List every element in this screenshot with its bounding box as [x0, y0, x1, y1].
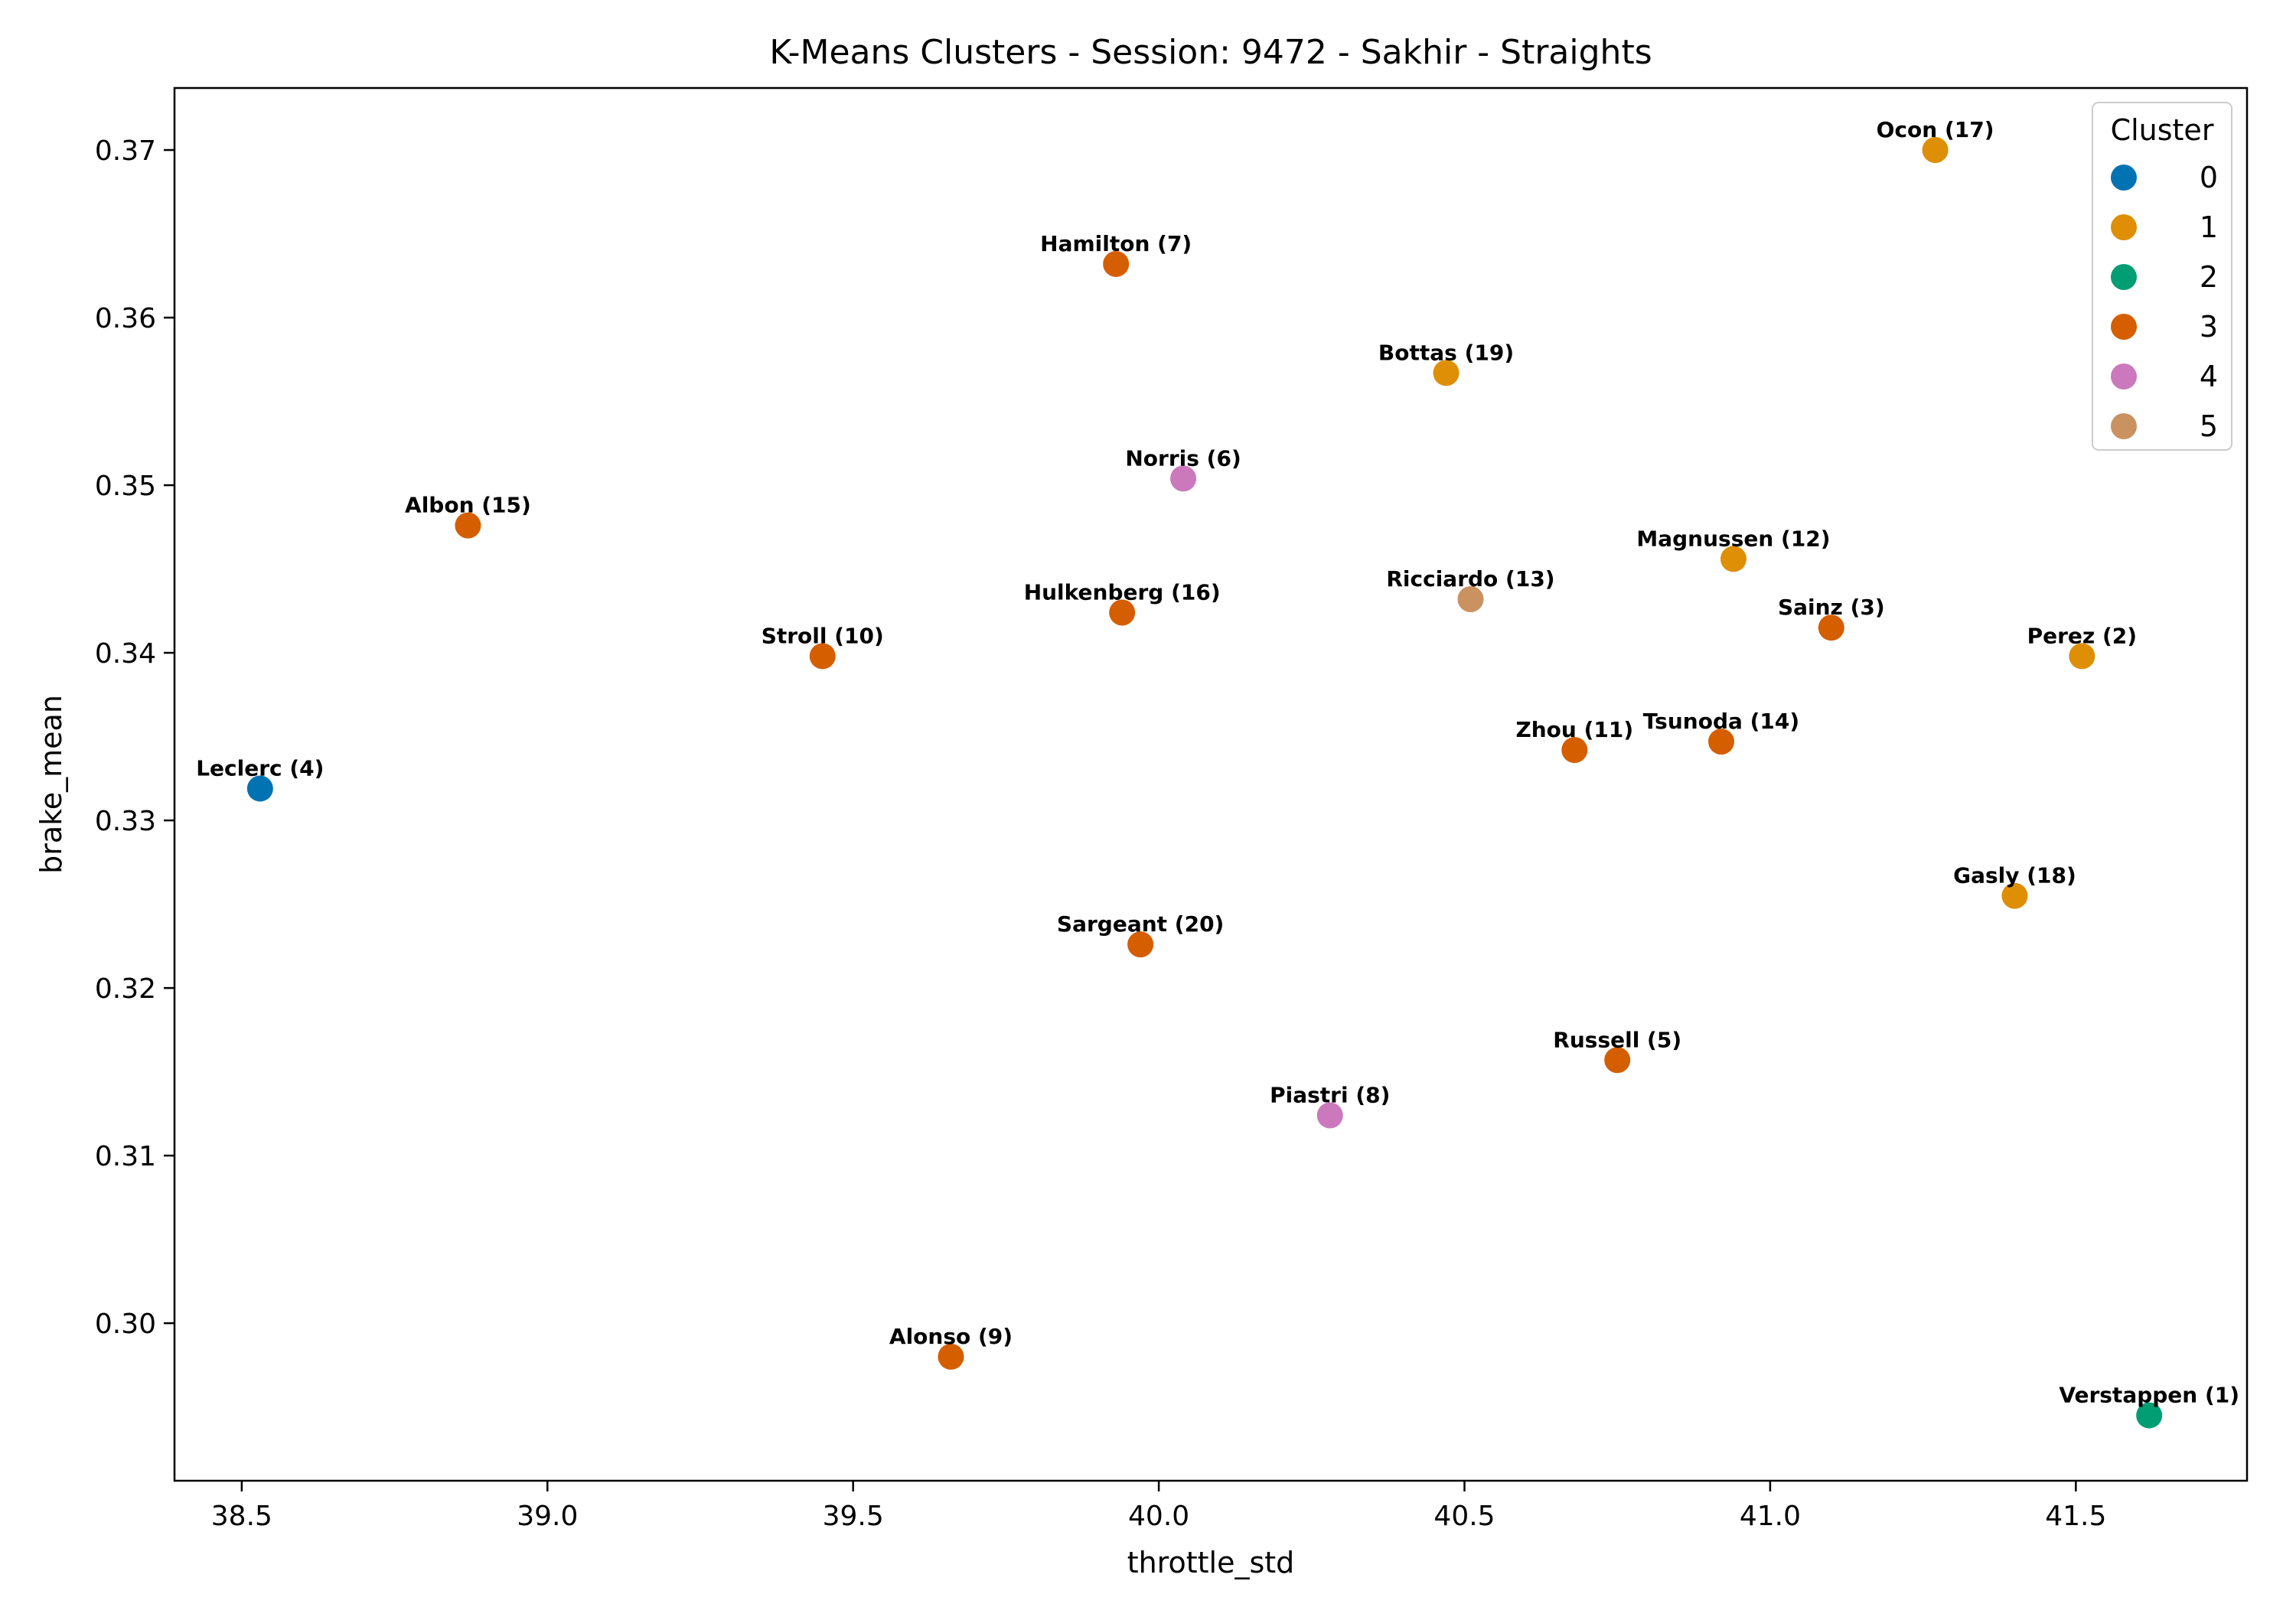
- x-axis-ticks: 38.5 39.0 39.5 40.0 40.5 41.0 41.5: [211, 1481, 2106, 1532]
- scatter-point: [1103, 250, 1130, 277]
- chart-title: K-Means Clusters - Session: 9472 - Sakhi…: [769, 33, 1652, 72]
- point-label: Russell (5): [1553, 1027, 1681, 1052]
- legend-label: 1: [2200, 210, 2218, 244]
- scatter-point: [1561, 737, 1588, 764]
- scatter-point: [1127, 931, 1154, 958]
- legend-label: 2: [2200, 260, 2218, 294]
- y-tick-label: 0.37: [95, 135, 156, 167]
- scatter-point: [1720, 546, 1746, 572]
- x-tick-label: 38.5: [211, 1501, 272, 1532]
- y-tick-label: 0.31: [95, 1141, 156, 1172]
- legend-title: Cluster: [2111, 113, 2214, 147]
- scatter-point: [2001, 882, 2028, 909]
- scatter-point: [1457, 585, 1484, 612]
- scatter-point: [1922, 137, 1949, 164]
- point-label: Verstappen (1): [2059, 1383, 2239, 1408]
- x-tick-label: 41.5: [2045, 1501, 2106, 1532]
- scatter-point: [809, 643, 836, 670]
- point-label: Ocon (17): [1877, 117, 1994, 142]
- plot-area: [173, 86, 2249, 1482]
- legend-label: 0: [2200, 161, 2218, 194]
- y-tick-label: 0.34: [95, 638, 156, 670]
- point-label: Ricciardo (13): [1386, 566, 1554, 592]
- scatter-point: [1818, 614, 1844, 641]
- y-tick-label: 0.30: [95, 1309, 156, 1340]
- point-label: Leclerc (4): [196, 755, 324, 781]
- point-label: Albon (15): [405, 493, 531, 518]
- scatter-point: [938, 1343, 964, 1370]
- point-label: Norris (6): [1125, 445, 1241, 471]
- legend-marker: [2111, 363, 2137, 390]
- legend-marker: [2111, 165, 2137, 191]
- legend-label: 5: [2200, 409, 2218, 443]
- point-label: Piastri (8): [1270, 1083, 1390, 1108]
- scatter-point: [1316, 1102, 1343, 1129]
- legend-marker: [2111, 214, 2137, 240]
- x-tick-label: 40.0: [1128, 1501, 1189, 1532]
- legend-label: 4: [2200, 360, 2218, 393]
- legend-marker: [2111, 413, 2137, 439]
- y-axis-ticks: 0.30 0.31 0.32 0.33 0.34 0.35 0.36 0.37: [95, 135, 174, 1340]
- point-label: Hamilton (7): [1040, 231, 1192, 256]
- scatter-point: [1604, 1047, 1631, 1074]
- scatter-points: [246, 137, 2163, 1429]
- point-label: Perez (2): [2027, 623, 2137, 648]
- point-label: Alonso (9): [889, 1324, 1013, 1349]
- scatter-point: [455, 512, 481, 539]
- point-labels: Ocon (17) Hamilton (7) Bottas (19) Norris (…: [196, 117, 2239, 1408]
- legend: Cluster 0 1 2 3 4 5: [2092, 102, 2232, 451]
- x-tick-label: 39.0: [517, 1501, 578, 1532]
- y-tick-label: 0.32: [95, 973, 156, 1005]
- point-label: Sargeant (20): [1057, 911, 1224, 937]
- point-label: Hulkenberg (16): [1024, 580, 1221, 605]
- x-tick-label: 41.0: [1740, 1501, 1801, 1532]
- point-label: Magnussen (12): [1636, 526, 1830, 551]
- legend-entries: 0 1 2 3 4 5: [2111, 161, 2218, 443]
- scatter-point: [1433, 360, 1459, 386]
- point-label: Sainz (3): [1778, 595, 1885, 620]
- point-label: Stroll (10): [762, 623, 884, 648]
- scatter-point: [1170, 465, 1197, 492]
- point-label: Gasly (18): [1953, 863, 2076, 888]
- scatter-point: [246, 775, 273, 802]
- y-tick-label: 0.33: [95, 806, 156, 837]
- scatter-point: [1708, 729, 1735, 755]
- x-tick-label: 39.5: [823, 1501, 884, 1532]
- legend-marker: [2111, 314, 2137, 340]
- y-tick-label: 0.36: [95, 303, 156, 334]
- x-axis-label: throttle_std: [1127, 1546, 1295, 1579]
- scatter-point: [2069, 643, 2095, 670]
- point-label: Tsunoda (14): [1643, 709, 1799, 734]
- scatter-point: [2136, 1402, 2163, 1429]
- y-axis-label: brake_mean: [34, 695, 68, 874]
- x-tick-label: 40.5: [1433, 1501, 1495, 1532]
- legend-label: 3: [2200, 310, 2218, 344]
- y-tick-label: 0.35: [95, 471, 156, 502]
- point-label: Zhou (11): [1515, 717, 1633, 742]
- legend-marker: [2111, 264, 2137, 290]
- scatter-point: [1109, 599, 1136, 626]
- point-label: Bottas (19): [1378, 340, 1514, 365]
